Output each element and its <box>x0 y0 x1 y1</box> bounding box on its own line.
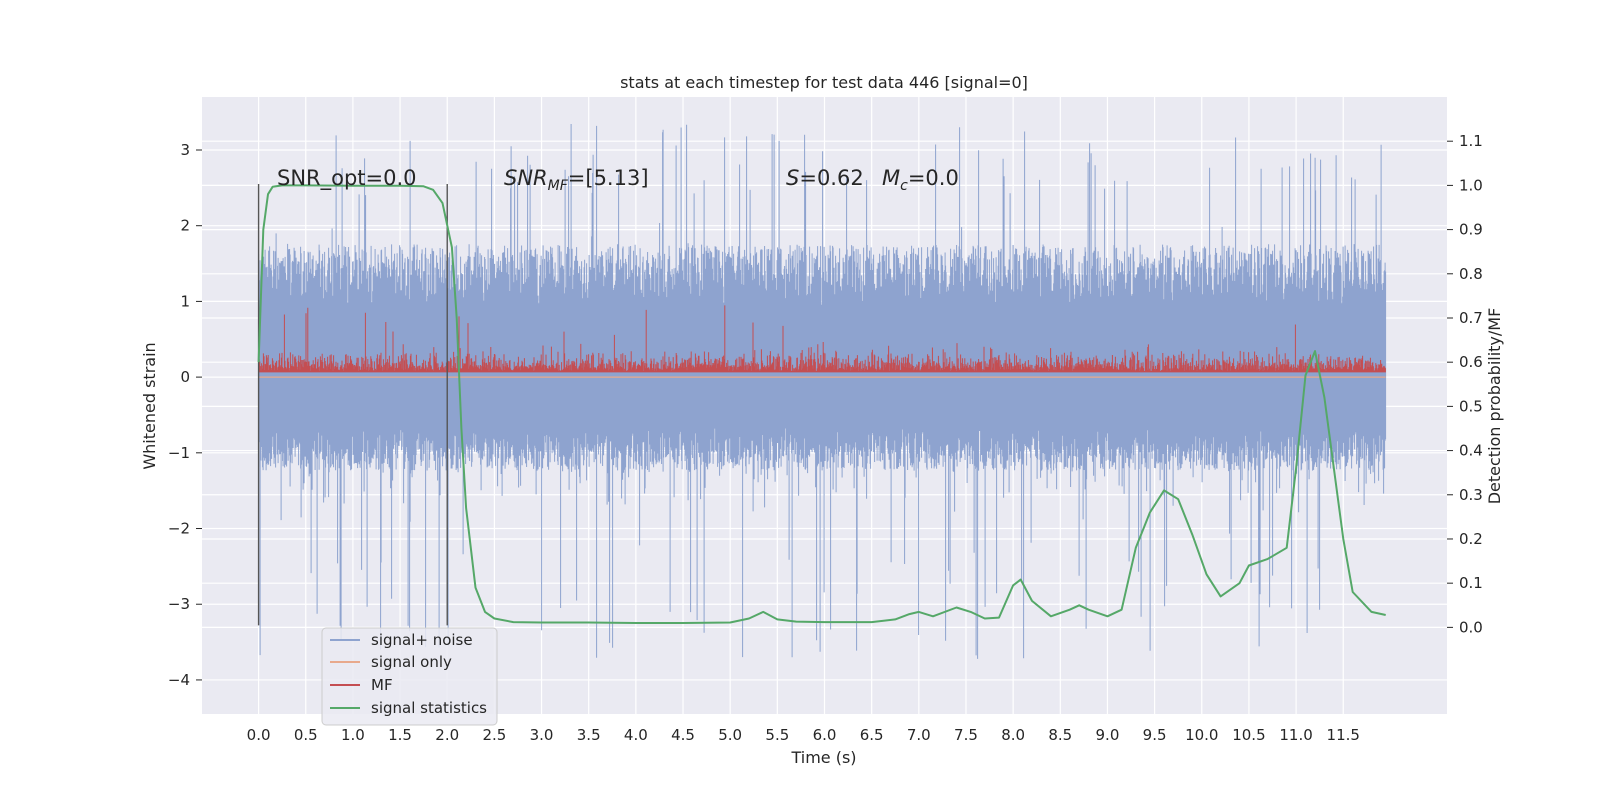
x-tick-label-8: 4.0 <box>624 726 648 744</box>
y-axis-label-right: Detection probability/MF <box>1485 308 1504 505</box>
annotation-snr-mf-subscript: MF <box>548 178 569 194</box>
x-tick-label-6: 3.0 <box>530 726 554 744</box>
annotation-snr-mf-value: =[5.13] <box>568 166 649 190</box>
legend-box <box>321 627 498 726</box>
annotation-mc-symbol: M <box>882 166 900 190</box>
x-tick-label-11: 5.5 <box>765 726 789 744</box>
y-tick-label-left-1: 2 <box>180 217 190 235</box>
y-tick-label-left-6: −3 <box>168 595 190 613</box>
x-tick-label-18: 9.0 <box>1096 726 1120 744</box>
x-tick-label-15: 7.5 <box>954 726 978 744</box>
x-tick-label-12: 6.0 <box>813 726 837 744</box>
annotation-mc-value: =0.0 <box>908 166 959 190</box>
x-tick-label-9: 4.5 <box>671 726 695 744</box>
x-tick-label-19: 9.5 <box>1143 726 1167 744</box>
y-tick-label-right-0: 1.1 <box>1459 132 1483 150</box>
y-tick-label-left-4: −1 <box>168 444 190 462</box>
x-tick-label-21: 10.5 <box>1232 726 1265 744</box>
y-tick-label-right-3: 0.8 <box>1459 265 1483 283</box>
window-markers <box>257 184 448 626</box>
x-tick-label-7: 3.5 <box>577 726 601 744</box>
legend-label-mf: MF <box>371 676 393 694</box>
annotation-snr-opt: SNR_opt=0.0 <box>277 166 417 191</box>
x-axis-label: Time (s) <box>790 748 856 767</box>
x-axis: 0.0 0.5 1.0 1.5 2.0 2.5 3.0 3.5 4.0 4.5 5.0 5.5 6.0 6… <box>247 726 1360 744</box>
legend: signal+ noise signal only MF signal stat… <box>321 627 498 726</box>
legend-label-signal-only: signal only <box>371 653 452 671</box>
y-tick-label-right-1: 1.0 <box>1459 176 1483 194</box>
annotation-snr-mf: SNRMF=[5.13] <box>504 166 649 194</box>
y-tick-label-right-5: 0.6 <box>1459 353 1483 371</box>
y-tick-label-left-7: −4 <box>168 671 190 689</box>
legend-label-signal-plus-noise: signal+ noise <box>371 631 473 649</box>
x-tick-label-0: 0.0 <box>247 726 271 744</box>
y-axis-right: 1.1 1.0 0.9 0.8 0.7 0.6 0.5 0.4 0.3 0.2 0.1 0.0 <box>1447 132 1483 636</box>
y-tick-label-right-4: 0.7 <box>1459 309 1483 327</box>
y-tick-label-right-8: 0.3 <box>1459 486 1483 504</box>
y-axis-left: 3 2 1 0 −1 −2 −3 −4 <box>168 141 202 689</box>
x-tick-label-16: 8.0 <box>1001 726 1025 744</box>
annotation-s-value: =0.62 <box>799 166 863 190</box>
annotation-mc: Mc=0.0 <box>882 166 959 194</box>
annotation-snr-mf-symbol: SNR <box>504 166 548 190</box>
annotation-mc-subscript: c <box>900 178 908 194</box>
y-tick-label-left-0: 3 <box>180 141 190 159</box>
x-tick-label-4: 2.0 <box>435 726 459 744</box>
x-tick-label-5: 2.5 <box>482 726 506 744</box>
signal-statistics-series <box>257 184 1386 624</box>
y-tick-label-right-11: 0.0 <box>1459 618 1483 636</box>
x-tick-label-2: 1.0 <box>341 726 365 744</box>
y-tick-label-right-6: 0.5 <box>1459 397 1483 415</box>
x-tick-label-3: 1.5 <box>388 726 412 744</box>
y-tick-label-right-7: 0.4 <box>1459 442 1483 460</box>
y-axis-label-left: Whitened strain <box>140 342 159 469</box>
annotation-s: S=0.62 <box>786 166 864 190</box>
y-tick-label-left-2: 1 <box>180 292 190 310</box>
y-tick-label-left-3: 0 <box>180 368 190 386</box>
x-tick-label-14: 7.0 <box>907 726 931 744</box>
annotation-s-symbol: S <box>786 166 799 190</box>
legend-label-signal-statistics: signal statistics <box>371 699 487 717</box>
x-tick-label-1: 0.5 <box>294 726 318 744</box>
y-tick-label-right-9: 0.2 <box>1459 530 1483 548</box>
x-tick-label-20: 10.0 <box>1185 726 1218 744</box>
x-tick-label-22: 11.0 <box>1279 726 1312 744</box>
chart-title: stats at each timestep for test data 446… <box>620 73 1028 92</box>
y-tick-label-right-10: 0.1 <box>1459 574 1483 592</box>
x-tick-label-13: 6.5 <box>860 726 884 744</box>
x-tick-label-17: 8.5 <box>1048 726 1072 744</box>
y-tick-label-left-5: −2 <box>168 520 190 538</box>
x-tick-label-10: 5.0 <box>718 726 742 744</box>
y-tick-label-right-2: 0.9 <box>1459 221 1483 239</box>
x-tick-label-23: 11.5 <box>1327 726 1360 744</box>
signal-statistics-line <box>257 184 1386 624</box>
